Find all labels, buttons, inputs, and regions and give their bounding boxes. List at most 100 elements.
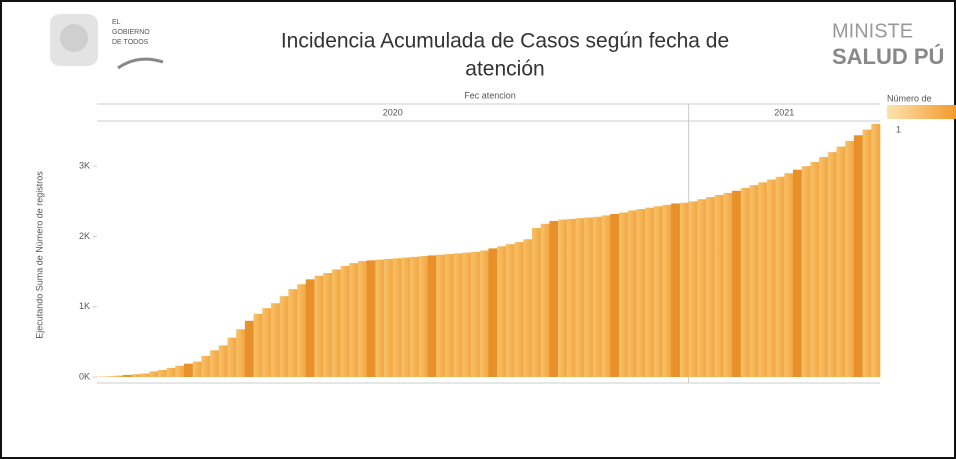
bar xyxy=(314,275,324,377)
bar xyxy=(479,250,489,377)
bar xyxy=(192,361,202,377)
bar xyxy=(740,187,750,377)
bar xyxy=(862,129,872,377)
bar xyxy=(157,369,167,377)
ministry: MINISTE xyxy=(832,20,913,42)
chart-title: Incidencia Acumulada de Casos según fech… xyxy=(281,30,729,53)
bar xyxy=(497,246,507,377)
bar xyxy=(619,212,628,377)
bar xyxy=(244,320,254,377)
bar xyxy=(793,169,802,377)
bar xyxy=(384,258,394,377)
bar xyxy=(688,201,698,377)
bar xyxy=(766,179,776,377)
bar xyxy=(706,197,715,377)
bar xyxy=(323,273,333,377)
bar xyxy=(732,190,742,377)
bar xyxy=(123,374,133,377)
bar xyxy=(749,185,759,377)
y-tick-label: 0K xyxy=(79,371,90,381)
bar xyxy=(184,363,193,377)
bar xyxy=(471,251,481,377)
bar xyxy=(575,218,585,377)
bar xyxy=(453,253,463,377)
bar xyxy=(775,176,785,377)
legend-scale xyxy=(887,105,956,119)
bar xyxy=(218,345,228,377)
y-tick-label: 2K xyxy=(79,231,90,241)
year-label: 2021 xyxy=(774,107,794,117)
bar xyxy=(427,255,437,377)
bar xyxy=(331,269,341,377)
bar xyxy=(584,217,594,377)
bar xyxy=(810,161,820,377)
bar xyxy=(871,124,881,377)
y-axis-label: Ejecutando Suma de Número de registros xyxy=(34,171,44,339)
bar xyxy=(488,248,498,377)
bar xyxy=(210,350,220,377)
bar xyxy=(253,313,263,377)
bar xyxy=(462,252,472,377)
bar xyxy=(375,259,385,377)
bar xyxy=(819,157,829,377)
bar xyxy=(566,218,576,377)
bar xyxy=(784,173,794,377)
bar xyxy=(662,204,672,377)
chart-title: atención xyxy=(465,58,544,81)
bar xyxy=(366,260,376,377)
bar xyxy=(201,355,211,377)
x-header: Fec atencion xyxy=(464,90,516,100)
bar xyxy=(653,206,663,377)
bar xyxy=(697,199,707,377)
bar xyxy=(671,203,681,377)
bar xyxy=(236,329,246,377)
bar xyxy=(149,371,159,377)
bar xyxy=(166,367,176,377)
bar xyxy=(262,308,272,377)
bar xyxy=(279,296,289,377)
bar xyxy=(505,244,515,377)
bar xyxy=(679,202,689,377)
bar xyxy=(558,219,568,377)
logo-text: DE TODOS xyxy=(112,39,149,46)
bar xyxy=(418,256,428,377)
bar xyxy=(349,263,359,377)
bar xyxy=(436,254,446,377)
bar xyxy=(227,337,237,377)
bar xyxy=(140,373,150,377)
bar xyxy=(305,279,315,377)
bar xyxy=(358,261,367,377)
bar xyxy=(610,213,620,377)
legend-title: Número de xyxy=(887,93,932,103)
logo xyxy=(50,14,164,70)
bar xyxy=(532,228,541,377)
bar xyxy=(297,284,307,377)
bar xyxy=(758,182,768,377)
bar xyxy=(340,265,350,377)
logo-text: EL xyxy=(112,19,121,26)
year-label: 2020 xyxy=(383,107,403,117)
bar xyxy=(645,207,655,377)
bar xyxy=(514,242,524,377)
bar xyxy=(636,209,646,377)
bar xyxy=(827,152,837,377)
legend-min: 1 xyxy=(896,124,901,134)
y-tick-label: 3K xyxy=(79,161,90,171)
bar xyxy=(853,135,863,377)
bar xyxy=(175,365,185,377)
bar xyxy=(549,221,559,377)
bar xyxy=(392,258,402,377)
bar xyxy=(271,303,280,377)
bar xyxy=(410,256,420,377)
bar xyxy=(592,216,602,377)
bar xyxy=(714,195,724,377)
bar xyxy=(627,210,637,377)
ministry: SALUD PÚ xyxy=(832,44,944,69)
bar xyxy=(845,140,855,377)
bar xyxy=(523,239,533,377)
bar xyxy=(131,374,141,377)
bar xyxy=(401,257,411,377)
logo-text: GOBIERNO xyxy=(112,29,150,36)
bar xyxy=(723,192,733,377)
y-tick-label: 1K xyxy=(79,301,90,311)
